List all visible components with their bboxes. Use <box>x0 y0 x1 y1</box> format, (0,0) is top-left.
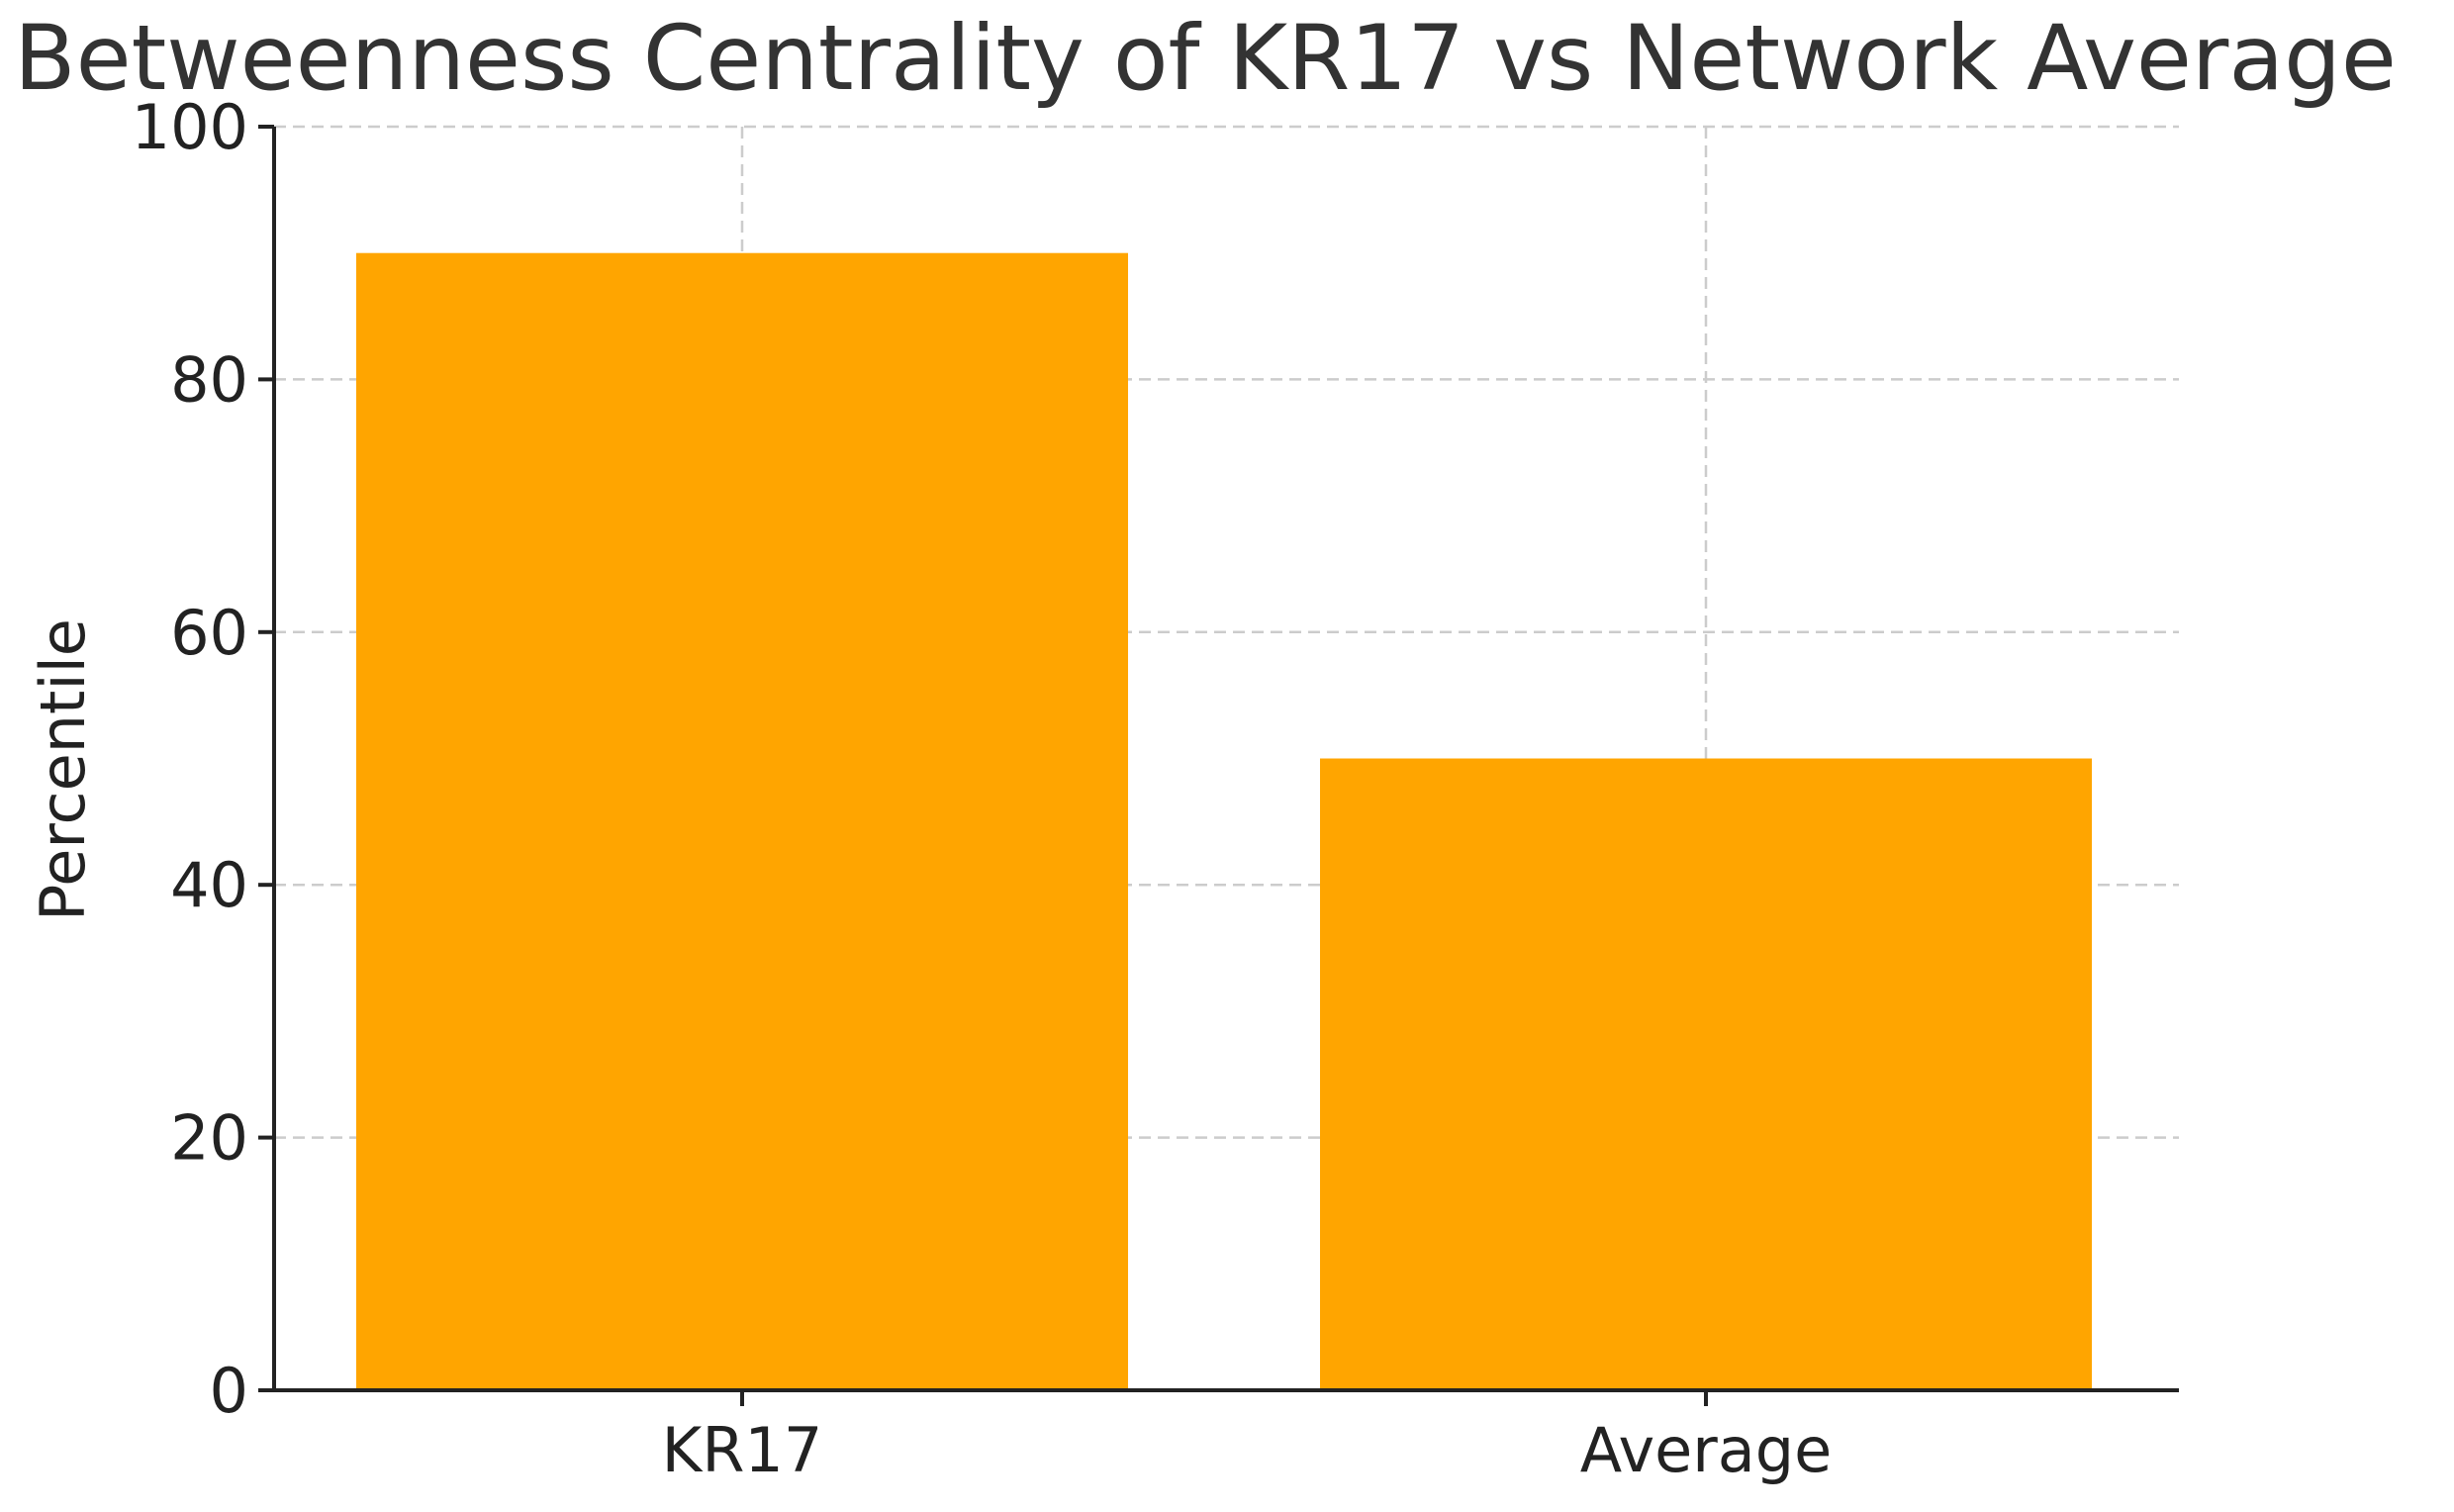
axes <box>272 127 2179 1392</box>
x-tick-label: KR17 <box>662 1414 823 1486</box>
x-tick-label: Average <box>1580 1414 1833 1486</box>
bar-average <box>1320 758 2092 1390</box>
y-ticks: 0 20 40 60 80 100 <box>132 91 274 1427</box>
y-tick-label: 0 <box>210 1355 248 1427</box>
bar-kr17 <box>356 252 1128 1391</box>
x-ticks: KR17 Average <box>662 1390 1833 1486</box>
y-tick-label: 40 <box>170 849 248 921</box>
y-tick-label: 100 <box>132 91 248 163</box>
y-axis-label: Percentile <box>27 618 99 921</box>
y-tick-label: 60 <box>170 597 248 669</box>
y-tick-label: 20 <box>170 1102 248 1175</box>
chart-title: Betweenness Centrality of KR17 vs Networ… <box>14 7 2397 111</box>
bars <box>356 252 2092 1391</box>
y-tick-label: 80 <box>170 343 248 416</box>
